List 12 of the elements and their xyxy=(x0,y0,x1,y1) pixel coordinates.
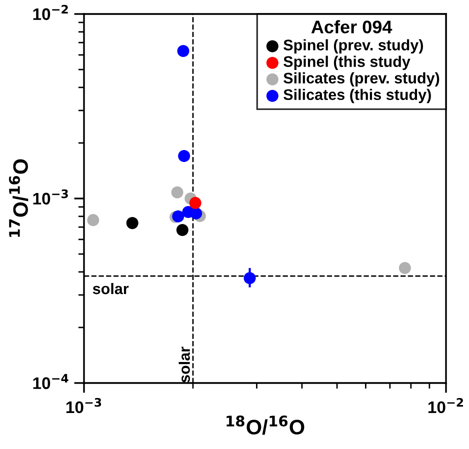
legend-label: Silicates (this study) xyxy=(284,88,431,104)
ref-line-label: solar xyxy=(92,282,129,294)
legend-label: Spinel (prev. study) xyxy=(284,39,423,54)
legend-label: Spinel (this study xyxy=(284,56,410,70)
legend-title: Acfer 094 xyxy=(311,20,392,34)
ref-line-label: solar xyxy=(178,346,190,382)
y-tick-label: 10$^{−2}$ xyxy=(33,4,68,20)
y-tick-label: 10$^{−3}$ xyxy=(33,189,68,205)
y-tick-label: 10$^{−4}$ xyxy=(33,374,68,390)
y-axis-title: $^{17}$O/$^{16}$O xyxy=(8,159,28,237)
x-axis-title: $^{18}$O/$^{16}$O xyxy=(226,416,304,435)
legend-label: Silicates (prev. study) xyxy=(284,72,440,87)
